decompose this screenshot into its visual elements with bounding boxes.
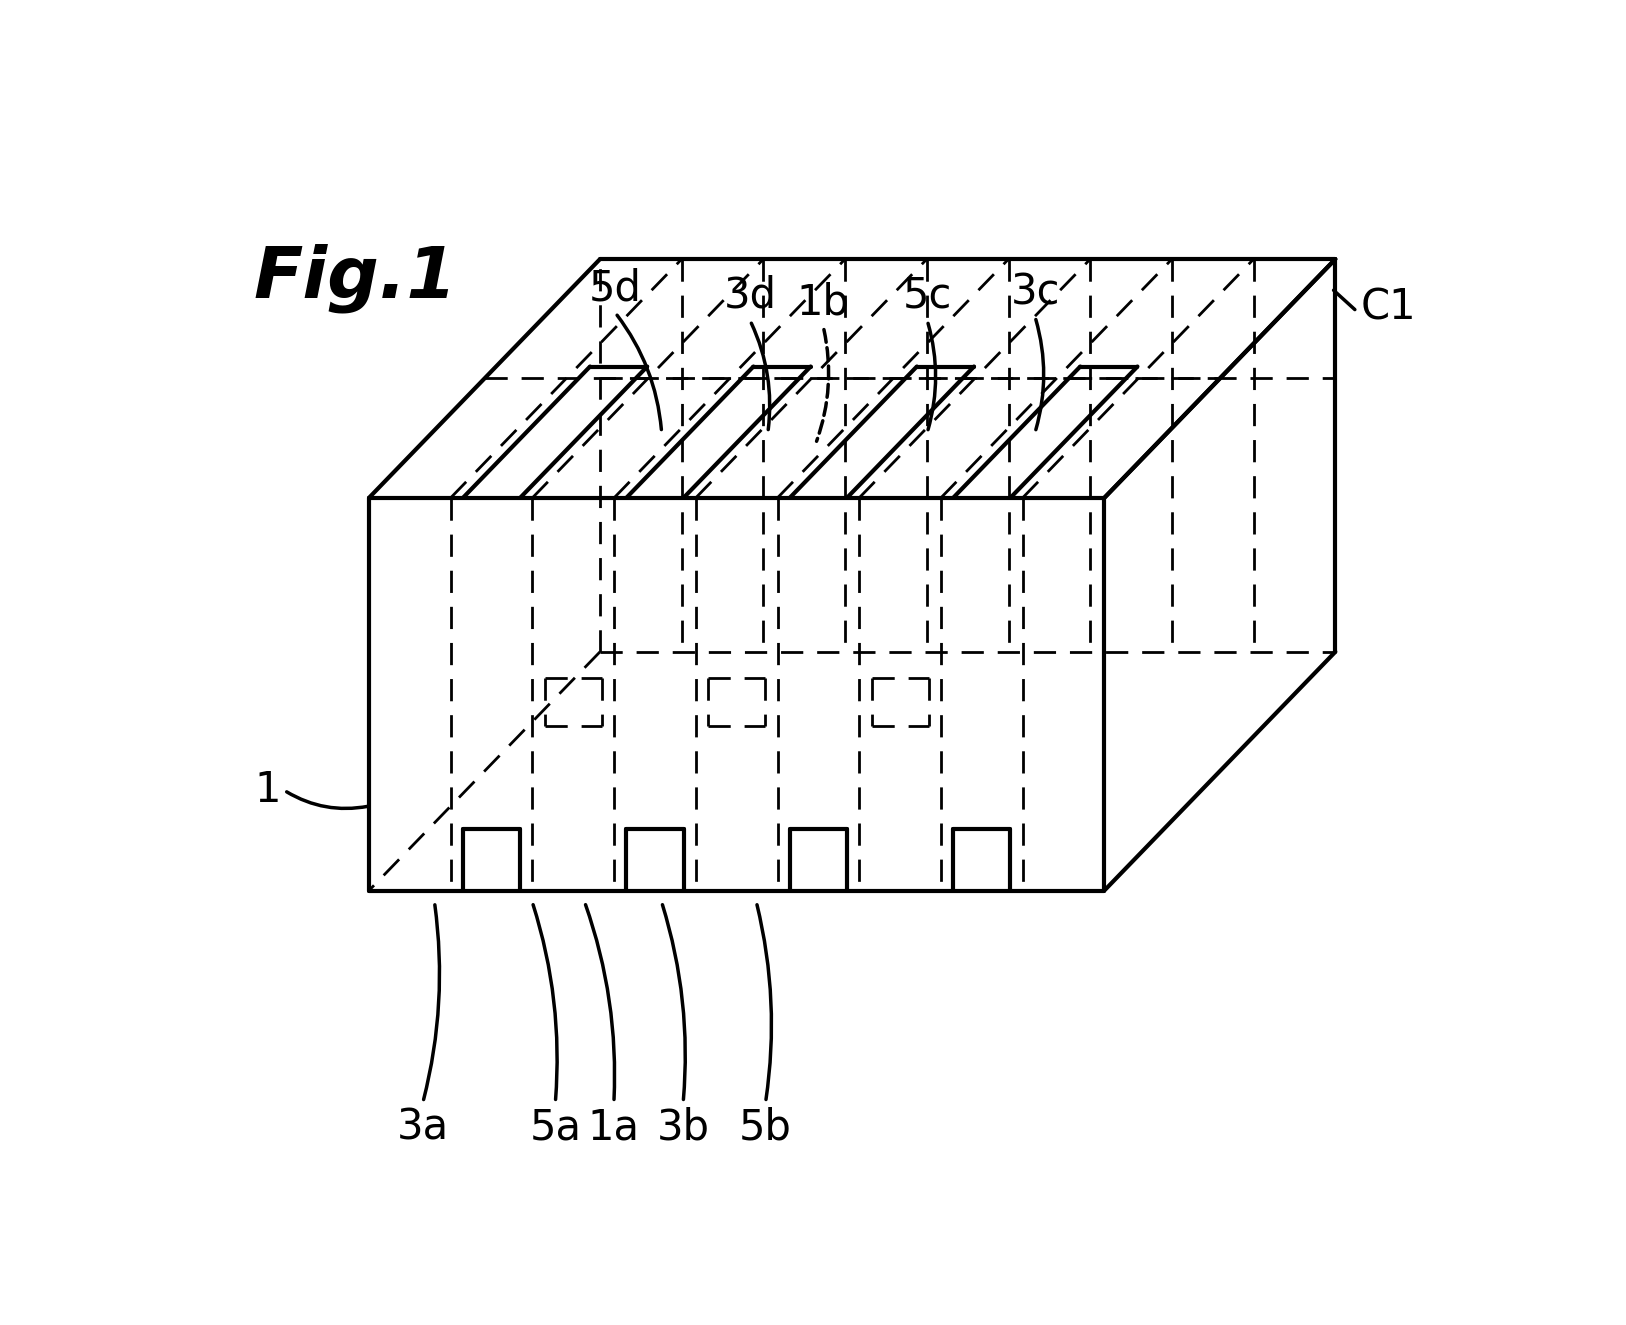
Text: 3a: 3a [397, 1106, 449, 1147]
Text: 3d: 3d [724, 274, 777, 317]
Text: 1: 1 [254, 770, 280, 811]
Text: 5d: 5d [589, 268, 642, 309]
Text: 5b: 5b [740, 1106, 792, 1147]
Text: Fig.1: Fig.1 [254, 244, 457, 313]
Text: 5c: 5c [902, 274, 951, 317]
Text: 3c: 3c [1010, 272, 1060, 313]
Text: 5a: 5a [530, 1106, 582, 1147]
Text: 1b: 1b [797, 281, 850, 323]
Text: 1a: 1a [589, 1106, 641, 1147]
Text: 3b: 3b [657, 1106, 709, 1147]
Text: C1: C1 [1361, 286, 1416, 329]
